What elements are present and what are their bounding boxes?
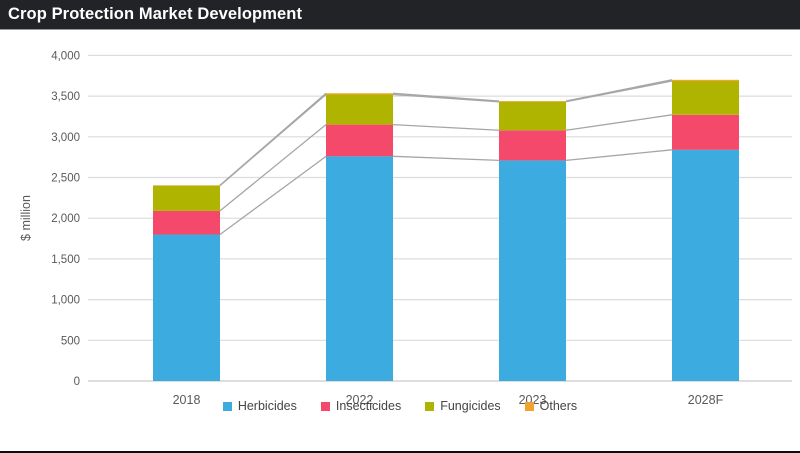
connector-line [219,92,327,186]
y-tick-label: 2,500 [51,173,80,185]
connector-line [219,155,327,236]
y-tick-label: 2,000 [51,213,80,225]
y-tick-label: 1,000 [51,295,80,307]
title-bar: Crop Protection Market Development [0,0,800,30]
connector-line [392,93,500,103]
bar-segment-insecticides [499,130,566,161]
bar-segment-herbicides [672,149,739,381]
x-category-label: 2028F [688,393,724,407]
page-title: Crop Protection Market Development [8,5,303,23]
bar-segment-others [672,79,739,82]
legend-item-herbicides: Herbicides [222,399,297,413]
chart-area: 0 500 1,000 1,500 2,000 2,500 3,000 3,500 4,000 $… [0,30,800,451]
legend-swatch-icon [222,401,232,411]
y-tick-label: 4,000 [51,50,80,62]
bar-segment-herbicides [326,156,393,381]
y-tick-label: 3,000 [51,132,80,144]
x-category-label: 2018 [173,393,201,407]
connector-line [392,123,500,131]
connector-line [565,149,673,162]
bar-segment-fungicides [153,185,220,211]
y-tick-label: 500 [61,335,80,347]
bar-segment-others [326,93,393,95]
bar-segment-insecticides [326,124,393,157]
y-tick-label: 1,500 [51,254,80,266]
legend-item-others: Others [524,399,578,413]
bar-segment-herbicides [153,234,220,381]
legend-item-fungicides: Fungicides [425,399,501,413]
legend-label: Fungicides [440,399,501,413]
legend-swatch-icon [320,401,330,411]
legend-swatch-icon [425,401,435,411]
legend-label: Herbicides [237,399,297,413]
connector-line [392,155,500,162]
y-tick-label: 3,500 [51,91,80,103]
x-category-label: 2022 [346,393,374,407]
bar-segment-fungicides [326,94,393,125]
bar-segment-insecticides [672,114,739,150]
connector-line [219,124,327,212]
legend-label: Others [539,399,578,413]
y-axis-title: $ million [19,195,33,241]
y-tick-label: 0 [74,376,80,388]
connector-line [565,114,673,131]
connector-line [392,92,500,102]
bar-segment-others [499,100,566,102]
bar-segment-fungicides [499,101,566,131]
bar-segment-insecticides [153,210,220,235]
legend-swatch-icon [524,401,534,411]
bar-segment-herbicides [499,160,566,381]
bar-segment-fungicides [672,81,739,115]
connector-line [565,79,673,102]
legend-label: Insecticides [335,399,402,413]
connector-line [565,80,673,103]
legend-item-insecticides: Insecticides [320,399,402,413]
chart-legend: Herbicides Insecticides Fungicides Others [0,396,800,416]
stacked-bar-chart: 0 500 1,000 1,500 2,000 2,500 3,000 3,500 4,000 $… [19,50,792,407]
